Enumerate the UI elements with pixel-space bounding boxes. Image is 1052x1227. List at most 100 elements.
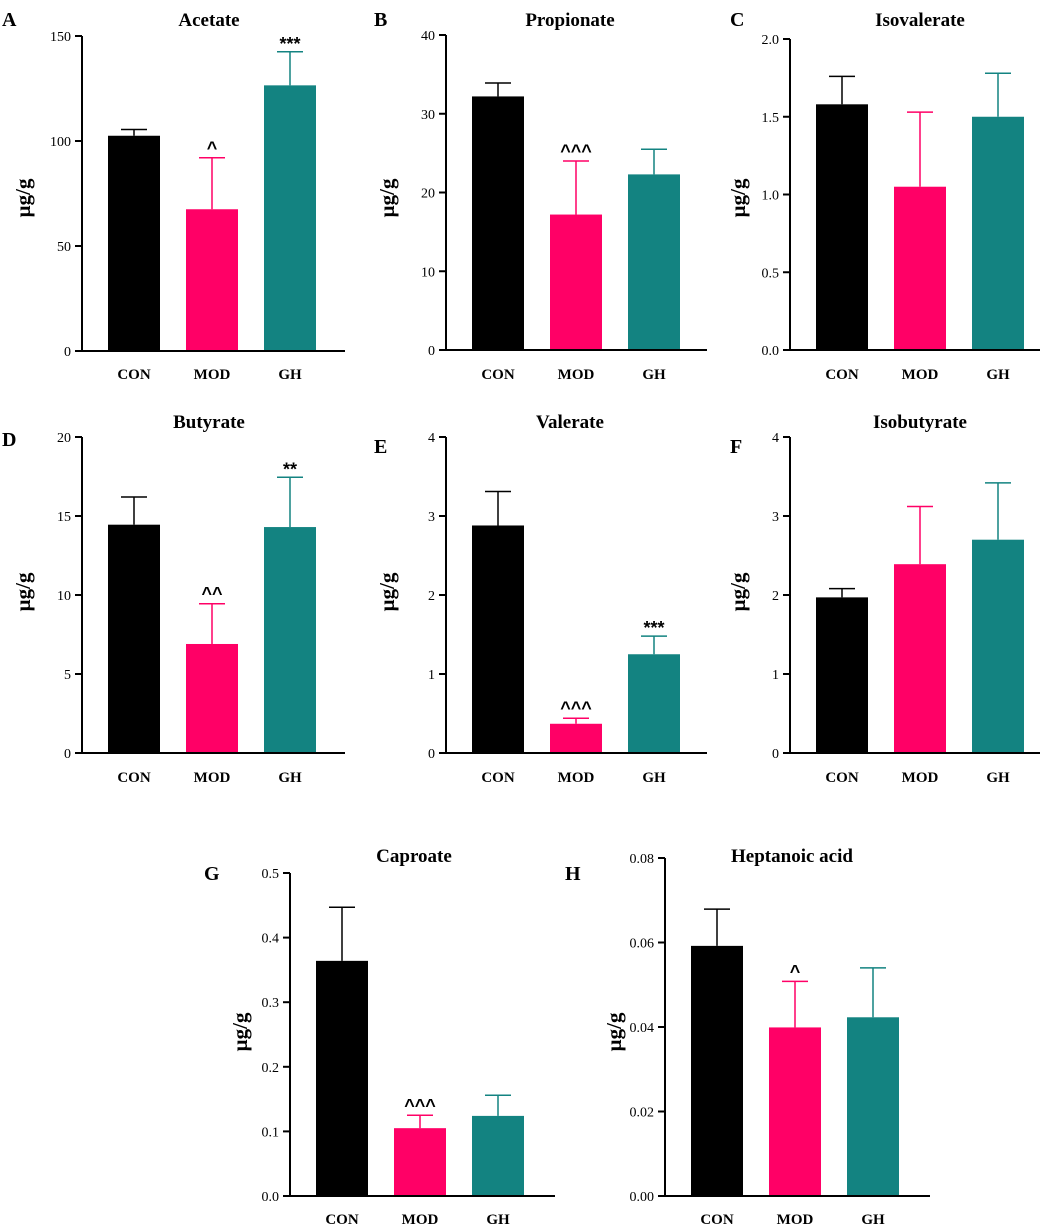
chart-title: Heptanoic acid xyxy=(731,846,853,867)
y-tick-label: 0 xyxy=(772,747,779,762)
error-bar-mod xyxy=(563,717,589,724)
error-bar-con xyxy=(121,128,147,136)
panel-letter: G xyxy=(204,863,220,885)
bar-gh xyxy=(264,527,316,753)
significance-mark: ^^^ xyxy=(404,1095,436,1115)
x-tick-label: MOD xyxy=(902,770,939,786)
y-tick-label: 0.2 xyxy=(262,1061,280,1076)
bar-gh xyxy=(972,539,1024,753)
bar-mod xyxy=(186,209,238,351)
y-axis-label: µg/g xyxy=(375,572,399,611)
y-tick-label: 0.5 xyxy=(762,266,780,281)
bar-mod xyxy=(550,214,602,350)
x-tick-label: MOD xyxy=(777,1212,814,1227)
y-axis-label: µg/g xyxy=(11,572,35,611)
y-axis-label: µg/g xyxy=(726,178,750,217)
panel-letter: F xyxy=(730,436,742,458)
panel-a: A Acetate µg/g CON ^ MOD *** GH 0 50 100 150 xyxy=(2,9,345,383)
x-tick-label: MOD xyxy=(194,367,231,383)
y-tick-label: 0.3 xyxy=(262,996,280,1011)
bar-mod xyxy=(394,1128,446,1196)
y-tick-label: 5 xyxy=(64,668,71,683)
y-tick-label: 0 xyxy=(64,345,71,360)
bar-gh xyxy=(264,85,316,351)
x-tick-label: MOD xyxy=(194,770,231,786)
panel-e: E Valerate µg/g CON ^^^ MOD *** GH 0 1 2 3 4 xyxy=(374,412,707,786)
x-tick-label: GH xyxy=(486,1212,510,1227)
y-tick-label: 2.0 xyxy=(762,33,780,48)
y-tick-label: 1 xyxy=(428,668,435,683)
y-tick-label: 0.4 xyxy=(262,932,280,947)
y-tick-label: 0.00 xyxy=(630,1190,655,1205)
axes xyxy=(81,36,345,352)
panel-letter: E xyxy=(374,436,387,458)
y-tick-label: 0 xyxy=(64,747,71,762)
error-bar-gh xyxy=(985,482,1011,540)
panel-letter: D xyxy=(2,429,16,451)
bar-gh xyxy=(628,174,680,350)
x-tick-label: CON xyxy=(825,770,859,786)
y-tick-label: 2 xyxy=(428,589,435,604)
panel-letter: B xyxy=(374,9,387,31)
bar-gh xyxy=(472,1115,524,1196)
bar-mod xyxy=(894,564,946,753)
error-bar-mod xyxy=(407,1114,433,1129)
error-bar-gh xyxy=(641,635,667,655)
error-bar-gh xyxy=(277,51,303,86)
bar-con xyxy=(472,525,524,753)
panel-letter: H xyxy=(565,863,581,885)
y-tick-label: 0.08 xyxy=(630,852,655,867)
y-tick-label: 0.04 xyxy=(630,1021,655,1036)
y-tick-label: 3 xyxy=(428,510,435,525)
panel-letter: C xyxy=(730,9,744,31)
error-bar-con xyxy=(829,75,855,105)
bar-con xyxy=(316,960,368,1196)
significance-mark: ^^^ xyxy=(560,141,592,161)
x-tick-label: MOD xyxy=(402,1212,439,1227)
y-axis-label: µg/g xyxy=(726,572,750,611)
error-bar-gh xyxy=(277,476,303,528)
panel-letter: A xyxy=(2,9,17,31)
panel-d: D Butyrate µg/g CON ^^ MOD ** GH 0 5 10 15 20 xyxy=(2,412,345,786)
panel-g: G Caproate µg/g CON ^^^ MOD GH 0.0 0.1 0.2 0.3 0.4 0… xyxy=(204,846,555,1227)
chart-title: Propionate xyxy=(525,10,614,31)
y-tick-label: 0.0 xyxy=(762,344,780,359)
bar-mod xyxy=(769,1027,821,1196)
y-tick-label: 0.02 xyxy=(630,1106,655,1121)
y-tick-label: 2 xyxy=(772,589,779,604)
y-tick-label: 20 xyxy=(421,187,435,202)
y-tick-label: 10 xyxy=(421,265,435,280)
error-bar-mod xyxy=(907,505,933,565)
panel-f: F Isobutyrate µg/g CON MOD GH 0 1 2 3 4 xyxy=(726,412,1040,786)
y-tick-label: 0.06 xyxy=(630,937,655,952)
panel-c: C Isovalerate µg/g CON MOD GH 0.0 0.5 1.0 1.5 2.0 xyxy=(726,9,1040,383)
x-tick-label: CON xyxy=(117,770,151,786)
significance-mark: ^^ xyxy=(201,584,223,604)
significance-mark: ^ xyxy=(207,138,218,158)
x-tick-label: CON xyxy=(117,367,151,383)
x-tick-label: CON xyxy=(481,367,515,383)
x-tick-label: GH xyxy=(986,770,1010,786)
x-tick-label: CON xyxy=(700,1212,734,1227)
y-tick-label: 1 xyxy=(772,668,779,683)
chart-title: Caproate xyxy=(376,846,452,867)
significance-mark: ** xyxy=(283,459,297,479)
error-bar-con xyxy=(329,906,355,961)
bar-gh xyxy=(847,1017,899,1196)
x-tick-label: MOD xyxy=(558,367,595,383)
x-tick-label: CON xyxy=(325,1212,359,1227)
chart-title: Valerate xyxy=(536,412,604,433)
y-tick-label: 20 xyxy=(57,431,71,446)
x-tick-label: CON xyxy=(825,367,859,383)
x-tick-label: GH xyxy=(642,770,666,786)
bar-con xyxy=(472,96,524,350)
x-tick-label: GH xyxy=(278,770,302,786)
x-tick-label: GH xyxy=(278,367,302,383)
bar-con xyxy=(108,135,160,351)
x-tick-label: MOD xyxy=(902,367,939,383)
bar-mod xyxy=(894,186,946,350)
significance-mark: *** xyxy=(279,34,300,54)
y-axis-label: µg/g xyxy=(602,1012,626,1051)
error-bar-mod xyxy=(907,111,933,187)
y-tick-label: 1.5 xyxy=(762,111,780,126)
